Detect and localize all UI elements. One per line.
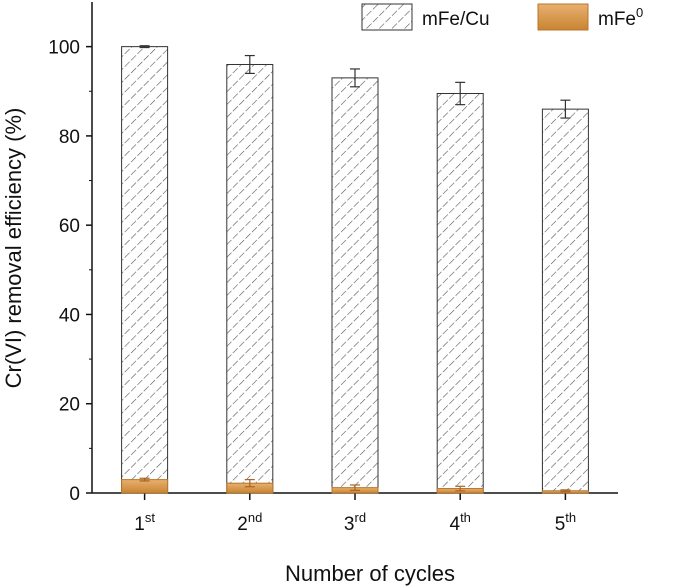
y-tick-label: 40 <box>59 305 80 326</box>
bars <box>121 45 589 494</box>
x-tick-label: 2nd <box>237 510 262 535</box>
legend-label: mFe0 <box>598 5 643 30</box>
legend-swatch <box>361 3 413 31</box>
y-tick-label: 100 <box>48 38 80 59</box>
bar-mfe0 <box>121 479 169 494</box>
x-tick-label: 4th <box>449 510 470 535</box>
y-tick-label: 20 <box>59 395 80 416</box>
x-axis-title: Number of cycles <box>285 561 455 586</box>
y-axis-ticks: 0 20 40 60 80 100 <box>48 38 92 505</box>
bar-mfecu <box>436 93 484 494</box>
x-tick-label: 1st <box>134 510 155 535</box>
bar-mfecu <box>226 63 274 494</box>
legend-swatch <box>537 3 589 31</box>
x-axis-ticks: 1st 2nd 3rd 4th 5th <box>134 493 576 535</box>
x-tick-label: 5th <box>555 510 576 535</box>
bar-mfecu <box>331 77 379 494</box>
legend: mFe/Cu mFe0 <box>361 3 643 31</box>
bar-mfecu <box>541 108 589 494</box>
y-axis-title: Cr(VI) removal efficiency (%) <box>1 108 26 389</box>
y-tick-label: 0 <box>69 484 80 505</box>
y-tick-label: 60 <box>59 216 80 237</box>
bar-mfecu <box>121 46 169 494</box>
legend-label: mFe/Cu <box>422 9 490 30</box>
y-tick-label: 80 <box>59 127 80 148</box>
x-tick-label: 3rd <box>344 510 366 535</box>
